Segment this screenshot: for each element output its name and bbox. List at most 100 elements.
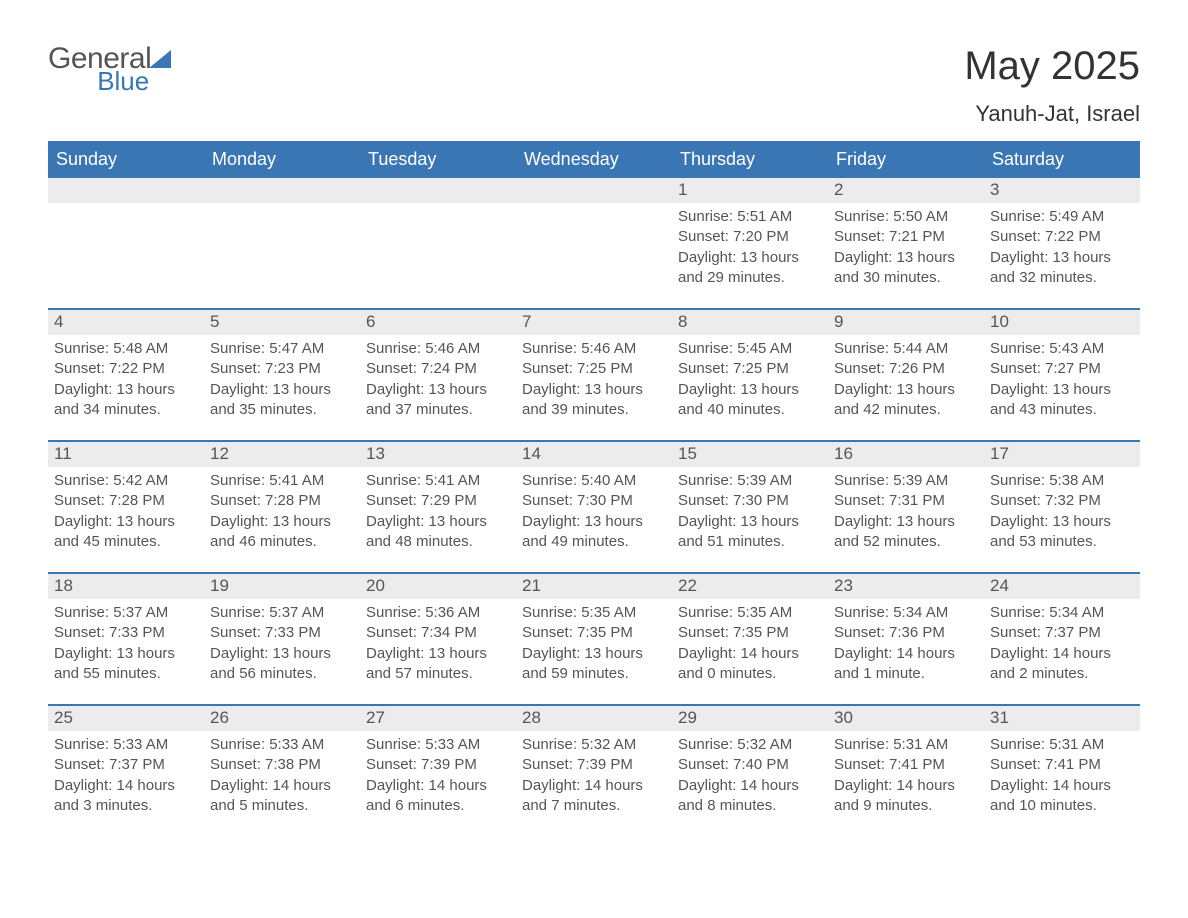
- day-details: Sunrise: 5:37 AMSunset: 7:33 PMDaylight:…: [48, 599, 204, 684]
- daylight-text: Daylight: 14 hours and 0 minutes.: [678, 644, 822, 685]
- calendar-cell: 28Sunrise: 5:32 AMSunset: 7:39 PMDayligh…: [516, 706, 672, 836]
- weekday-header-row: SundayMondayTuesdayWednesdayThursdayFrid…: [48, 143, 1140, 178]
- sunrise-text: Sunrise: 5:35 AM: [522, 603, 666, 623]
- calendar-cell: 14Sunrise: 5:40 AMSunset: 7:30 PMDayligh…: [516, 442, 672, 572]
- day-number: [360, 178, 516, 203]
- calendar-cell: 2Sunrise: 5:50 AMSunset: 7:21 PMDaylight…: [828, 178, 984, 308]
- sunset-text: Sunset: 7:35 PM: [522, 623, 666, 643]
- daylight-text: Daylight: 13 hours and 52 minutes.: [834, 512, 978, 553]
- day-number: 27: [360, 706, 516, 731]
- sunset-text: Sunset: 7:27 PM: [990, 359, 1134, 379]
- daylight-text: Daylight: 13 hours and 45 minutes.: [54, 512, 198, 553]
- sunset-text: Sunset: 7:28 PM: [54, 491, 198, 511]
- calendar-cell: 3Sunrise: 5:49 AMSunset: 7:22 PMDaylight…: [984, 178, 1140, 308]
- calendar-cell: 6Sunrise: 5:46 AMSunset: 7:24 PMDaylight…: [360, 310, 516, 440]
- daylight-text: Daylight: 13 hours and 48 minutes.: [366, 512, 510, 553]
- day-number: 15: [672, 442, 828, 467]
- sunset-text: Sunset: 7:30 PM: [678, 491, 822, 511]
- day-details: Sunrise: 5:41 AMSunset: 7:28 PMDaylight:…: [204, 467, 360, 552]
- day-number: 17: [984, 442, 1140, 467]
- daylight-text: Daylight: 13 hours and 49 minutes.: [522, 512, 666, 553]
- day-number: 7: [516, 310, 672, 335]
- calendar-cell: 11Sunrise: 5:42 AMSunset: 7:28 PMDayligh…: [48, 442, 204, 572]
- daylight-text: Daylight: 14 hours and 7 minutes.: [522, 776, 666, 817]
- calendar-week: 4Sunrise: 5:48 AMSunset: 7:22 PMDaylight…: [48, 308, 1140, 440]
- sunset-text: Sunset: 7:38 PM: [210, 755, 354, 775]
- calendar-cell: 24Sunrise: 5:34 AMSunset: 7:37 PMDayligh…: [984, 574, 1140, 704]
- day-details: Sunrise: 5:44 AMSunset: 7:26 PMDaylight:…: [828, 335, 984, 420]
- sunset-text: Sunset: 7:41 PM: [834, 755, 978, 775]
- sunset-text: Sunset: 7:25 PM: [522, 359, 666, 379]
- sunset-text: Sunset: 7:33 PM: [54, 623, 198, 643]
- day-number: [516, 178, 672, 203]
- calendar-cell: 25Sunrise: 5:33 AMSunset: 7:37 PMDayligh…: [48, 706, 204, 836]
- day-details: Sunrise: 5:33 AMSunset: 7:39 PMDaylight:…: [360, 731, 516, 816]
- weekday-header: Friday: [828, 143, 984, 178]
- daylight-text: Daylight: 14 hours and 3 minutes.: [54, 776, 198, 817]
- calendar-cell: 8Sunrise: 5:45 AMSunset: 7:25 PMDaylight…: [672, 310, 828, 440]
- sunset-text: Sunset: 7:30 PM: [522, 491, 666, 511]
- day-details: Sunrise: 5:47 AMSunset: 7:23 PMDaylight:…: [204, 335, 360, 420]
- sunrise-text: Sunrise: 5:41 AM: [210, 471, 354, 491]
- daylight-text: Daylight: 14 hours and 10 minutes.: [990, 776, 1134, 817]
- calendar-cell: 9Sunrise: 5:44 AMSunset: 7:26 PMDaylight…: [828, 310, 984, 440]
- calendar-cell: 31Sunrise: 5:31 AMSunset: 7:41 PMDayligh…: [984, 706, 1140, 836]
- day-number: 30: [828, 706, 984, 731]
- sunrise-text: Sunrise: 5:33 AM: [54, 735, 198, 755]
- logo: General Blue: [48, 44, 171, 94]
- day-details: Sunrise: 5:35 AMSunset: 7:35 PMDaylight:…: [516, 599, 672, 684]
- calendar-cell: 15Sunrise: 5:39 AMSunset: 7:30 PMDayligh…: [672, 442, 828, 572]
- day-details: Sunrise: 5:31 AMSunset: 7:41 PMDaylight:…: [828, 731, 984, 816]
- daylight-text: Daylight: 14 hours and 5 minutes.: [210, 776, 354, 817]
- day-number: 5: [204, 310, 360, 335]
- calendar-cell: 27Sunrise: 5:33 AMSunset: 7:39 PMDayligh…: [360, 706, 516, 836]
- day-number: 16: [828, 442, 984, 467]
- sunrise-text: Sunrise: 5:42 AM: [54, 471, 198, 491]
- calendar-cell: [360, 178, 516, 308]
- calendar-cell: 1Sunrise: 5:51 AMSunset: 7:20 PMDaylight…: [672, 178, 828, 308]
- sunrise-text: Sunrise: 5:36 AM: [366, 603, 510, 623]
- daylight-text: Daylight: 14 hours and 1 minute.: [834, 644, 978, 685]
- day-number: 6: [360, 310, 516, 335]
- day-number: 13: [360, 442, 516, 467]
- calendar-cell: 30Sunrise: 5:31 AMSunset: 7:41 PMDayligh…: [828, 706, 984, 836]
- daylight-text: Daylight: 13 hours and 43 minutes.: [990, 380, 1134, 421]
- sunset-text: Sunset: 7:41 PM: [990, 755, 1134, 775]
- day-number: 8: [672, 310, 828, 335]
- sunset-text: Sunset: 7:36 PM: [834, 623, 978, 643]
- calendar-cell: 16Sunrise: 5:39 AMSunset: 7:31 PMDayligh…: [828, 442, 984, 572]
- day-details: Sunrise: 5:46 AMSunset: 7:25 PMDaylight:…: [516, 335, 672, 420]
- sunrise-text: Sunrise: 5:35 AM: [678, 603, 822, 623]
- logo-text: General Blue: [48, 44, 151, 94]
- calendar-cell: 13Sunrise: 5:41 AMSunset: 7:29 PMDayligh…: [360, 442, 516, 572]
- day-details: Sunrise: 5:42 AMSunset: 7:28 PMDaylight:…: [48, 467, 204, 552]
- daylight-text: Daylight: 14 hours and 9 minutes.: [834, 776, 978, 817]
- daylight-text: Daylight: 13 hours and 46 minutes.: [210, 512, 354, 553]
- calendar-cell: 4Sunrise: 5:48 AMSunset: 7:22 PMDaylight…: [48, 310, 204, 440]
- day-details: Sunrise: 5:39 AMSunset: 7:31 PMDaylight:…: [828, 467, 984, 552]
- calendar-week: 18Sunrise: 5:37 AMSunset: 7:33 PMDayligh…: [48, 572, 1140, 704]
- sunset-text: Sunset: 7:31 PM: [834, 491, 978, 511]
- sunset-text: Sunset: 7:28 PM: [210, 491, 354, 511]
- day-details: Sunrise: 5:46 AMSunset: 7:24 PMDaylight:…: [360, 335, 516, 420]
- sunset-text: Sunset: 7:26 PM: [834, 359, 978, 379]
- sunrise-text: Sunrise: 5:32 AM: [522, 735, 666, 755]
- day-details: Sunrise: 5:39 AMSunset: 7:30 PMDaylight:…: [672, 467, 828, 552]
- daylight-text: Daylight: 13 hours and 53 minutes.: [990, 512, 1134, 553]
- sunset-text: Sunset: 7:34 PM: [366, 623, 510, 643]
- sunrise-text: Sunrise: 5:44 AM: [834, 339, 978, 359]
- calendar-cell: 20Sunrise: 5:36 AMSunset: 7:34 PMDayligh…: [360, 574, 516, 704]
- day-number: 21: [516, 574, 672, 599]
- weekday-header: Thursday: [672, 143, 828, 178]
- daylight-text: Daylight: 13 hours and 39 minutes.: [522, 380, 666, 421]
- day-details: Sunrise: 5:50 AMSunset: 7:21 PMDaylight:…: [828, 203, 984, 288]
- calendar-cell: 26Sunrise: 5:33 AMSunset: 7:38 PMDayligh…: [204, 706, 360, 836]
- sunset-text: Sunset: 7:25 PM: [678, 359, 822, 379]
- sunrise-text: Sunrise: 5:47 AM: [210, 339, 354, 359]
- weekday-header: Wednesday: [516, 143, 672, 178]
- sunset-text: Sunset: 7:32 PM: [990, 491, 1134, 511]
- calendar-cell: [48, 178, 204, 308]
- calendar-cell: 7Sunrise: 5:46 AMSunset: 7:25 PMDaylight…: [516, 310, 672, 440]
- calendar-cell: [204, 178, 360, 308]
- calendar-week: 25Sunrise: 5:33 AMSunset: 7:37 PMDayligh…: [48, 704, 1140, 836]
